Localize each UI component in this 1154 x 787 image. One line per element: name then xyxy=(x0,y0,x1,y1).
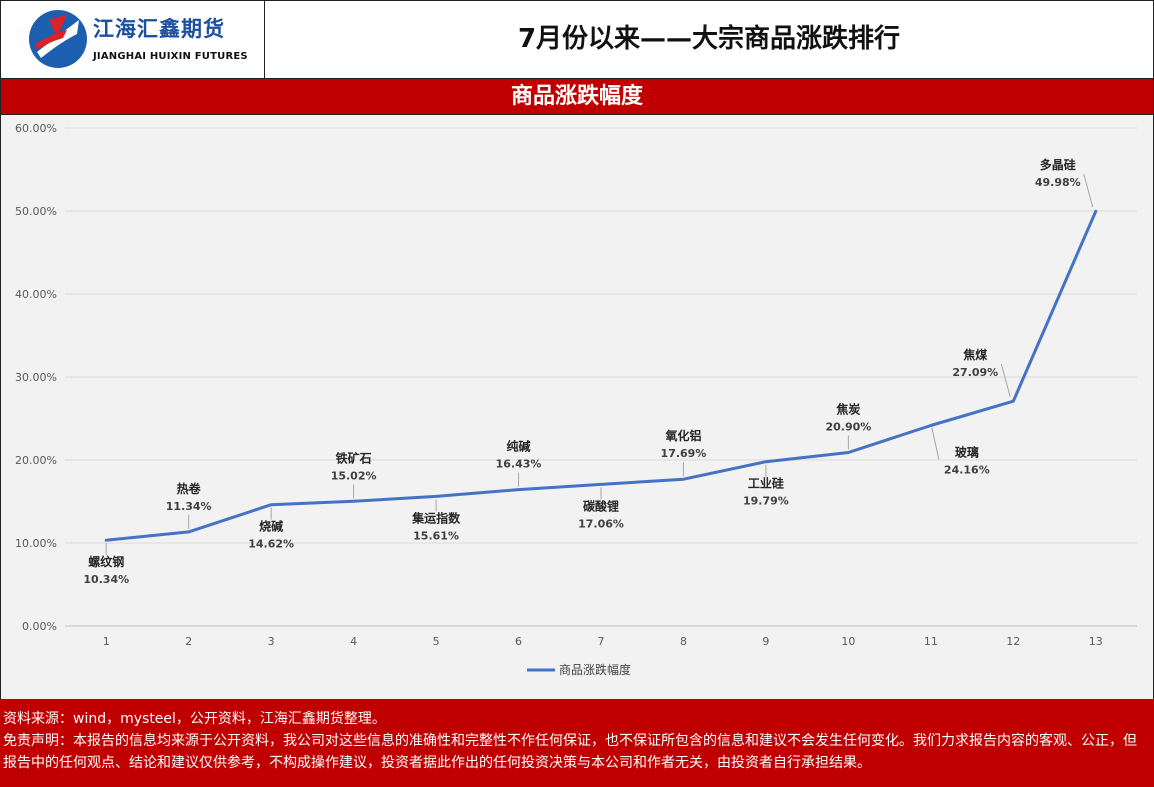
y-tick-label: 20.00% xyxy=(15,454,57,467)
page-title: 7月份以来——大宗商品涨跌排行 xyxy=(517,24,901,54)
logo-cn-text: 江海汇鑫期货 xyxy=(93,17,225,41)
y-tick-label: 10.00% xyxy=(15,537,57,550)
logo: 江海汇鑫期货 JIANGHAI HUIXIN FUTURES xyxy=(1,1,265,78)
data-label-name: 铁矿石 xyxy=(336,450,372,465)
data-label-value: 15.61% xyxy=(413,529,459,542)
label-leader-line xyxy=(1083,174,1094,208)
report-header: 江海汇鑫期货 JIANGHAI HUIXIN FUTURES 7月份以来——大宗… xyxy=(0,0,1154,79)
legend-label: 商品涨跌幅度 xyxy=(559,662,631,677)
chart-area: 0.00% 10.00% 20.00% 30.00% 40.00% 50.00% 60.00… xyxy=(0,115,1154,699)
data-label-name: 工业硅 xyxy=(748,476,784,491)
chart-title-band: 商品涨跌幅度 xyxy=(0,79,1154,115)
x-tick-label: 13 xyxy=(1089,635,1103,648)
line-chart: 0.00% 10.00% 20.00% 30.00% 40.00% 50.00% 60.00… xyxy=(15,122,1137,677)
data-label-value: 17.69% xyxy=(661,447,707,460)
disclaimer: 免责声明：本报告的信息均来源于公开资料，我公司对这些信息的准确性和完整性不作任何… xyxy=(3,733,1137,771)
data-label-name: 纯碱 xyxy=(507,439,531,454)
label-leader-line xyxy=(1000,364,1011,398)
data-label-name: 多晶硅 xyxy=(1040,157,1076,172)
data-label-name: 热卷 xyxy=(177,481,202,496)
x-tick-label: 12 xyxy=(1006,635,1020,648)
data-label-name: 焦炭 xyxy=(835,402,860,417)
x-tick-label: 6 xyxy=(515,635,522,648)
data-label-value: 24.16% xyxy=(944,463,990,476)
company-logo-icon xyxy=(29,10,87,68)
data-label-value: 15.02% xyxy=(331,469,377,482)
data-label-name: 碳酸锂 xyxy=(583,498,619,513)
data-label-name: 氧化铝 xyxy=(664,428,701,443)
y-tick-label: 60.00% xyxy=(15,122,57,135)
data-label-value: 17.06% xyxy=(578,517,624,530)
data-label-value: 49.98% xyxy=(1035,176,1081,189)
x-tick-label: 7 xyxy=(598,635,605,648)
data-label-name: 玻璃 xyxy=(955,444,979,459)
x-tick-label: 3 xyxy=(268,635,275,648)
data-label-name: 螺纹钢 xyxy=(88,554,124,569)
data-label-value: 14.62% xyxy=(248,538,294,551)
data-label-value: 27.09% xyxy=(952,366,998,379)
logo-en-text: JIANGHAI HUIXIN FUTURES xyxy=(93,51,248,62)
x-tick-label: 10 xyxy=(841,635,855,648)
x-tick-label: 9 xyxy=(762,635,769,648)
y-tick-label: 50.00% xyxy=(15,205,57,218)
series-line xyxy=(104,209,1098,542)
x-tick-label: 8 xyxy=(680,635,687,648)
y-tick-label: 0.00% xyxy=(22,620,57,633)
footer: 资料来源：wind，mysteel，公开资料，江海汇鑫期货整理。 免责声明：本报… xyxy=(0,699,1154,787)
data-label-value: 20.90% xyxy=(825,421,871,434)
x-tick-label: 5 xyxy=(433,635,440,648)
y-tick-label: 40.00% xyxy=(15,288,57,301)
data-label-value: 10.34% xyxy=(83,573,129,586)
x-tick-label: 4 xyxy=(350,635,357,648)
data-label-value: 11.34% xyxy=(166,500,212,513)
data-label-value: 16.43% xyxy=(496,458,542,471)
x-tick-label: 2 xyxy=(185,635,192,648)
source-note: 资料来源：wind，mysteel，公开资料，江海汇鑫期货整理。 xyxy=(3,711,386,727)
y-tick-label: 30.00% xyxy=(15,371,57,384)
data-label-name: 焦煤 xyxy=(962,347,987,362)
data-label-value: 19.79% xyxy=(743,495,789,508)
x-tick-label: 11 xyxy=(924,635,938,648)
data-label-name: 烧碱 xyxy=(259,519,283,534)
label-leader-line xyxy=(931,427,940,460)
x-tick-label: 1 xyxy=(103,635,110,648)
data-label-name: 集运指数 xyxy=(411,510,461,525)
